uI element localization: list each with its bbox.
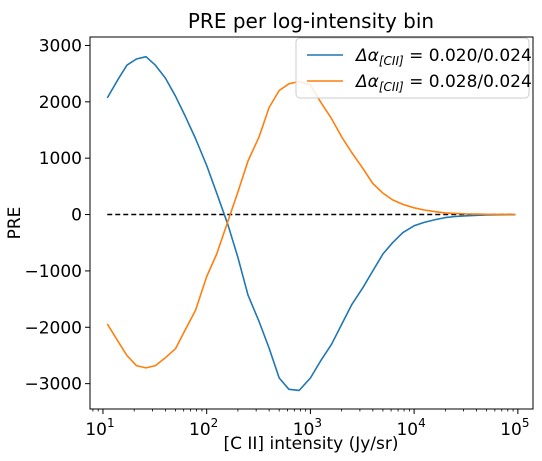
y-tick-label: 0	[71, 206, 82, 226]
x-tick-label: 104	[396, 416, 425, 440]
legend-box	[295, 37, 530, 99]
y-tick-label: 1000	[39, 149, 82, 169]
y-axis-label: PRE	[5, 207, 25, 240]
x-tick-label-base: 10	[293, 420, 315, 440]
y-axis: 3000 2000 1000 0 −1000 −2000 −3000	[24, 36, 90, 395]
x-tick-label-base: 10	[85, 420, 107, 440]
y-tick-label: 2000	[39, 93, 82, 113]
series-line-1	[106, 55, 516, 392]
x-axis: 101 102 103 104 105	[85, 409, 529, 440]
legend-label-value: = 0.028/0.024	[404, 72, 532, 92]
x-tick-label-exponent: 3	[314, 416, 322, 430]
x-tick-label: 103	[293, 416, 322, 440]
y-tick-label: 3000	[39, 36, 82, 56]
legend-label-2: Δα[CII] = 0.028/0.024	[354, 72, 532, 94]
legend-label-subscript: [CII]	[379, 54, 404, 68]
y-tick-label: −1000	[24, 262, 82, 282]
y-tick-label: −2000	[24, 318, 82, 338]
chart-title: PRE per log-intensity bin	[188, 9, 434, 33]
x-tick-label: 101	[85, 416, 114, 440]
x-tick-label-base: 10	[189, 420, 211, 440]
x-tick-label: 105	[500, 416, 529, 440]
x-tick-label-exponent: 5	[522, 416, 530, 430]
legend-label-1: Δα[CII] = 0.020/0.024	[354, 46, 532, 68]
legend-label-symbol: Δα	[354, 46, 379, 66]
axes-frame	[89, 36, 534, 410]
x-tick-label: 102	[189, 416, 218, 440]
legend-label-subscript: [CII]	[379, 80, 404, 94]
legend-label-value: = 0.020/0.024	[404, 46, 532, 66]
x-axis-label: [C II] intensity (Jy/sr)	[224, 434, 399, 454]
y-tick-label: −3000	[24, 375, 82, 395]
x-tick-label-exponent: 1	[107, 416, 115, 430]
x-tick-label-exponent: 4	[418, 416, 426, 430]
x-tick-label-base: 10	[396, 420, 418, 440]
x-tick-label-exponent: 2	[211, 416, 219, 430]
x-tick-label-base: 10	[500, 420, 522, 440]
legend-label-symbol: Δα	[354, 72, 379, 92]
